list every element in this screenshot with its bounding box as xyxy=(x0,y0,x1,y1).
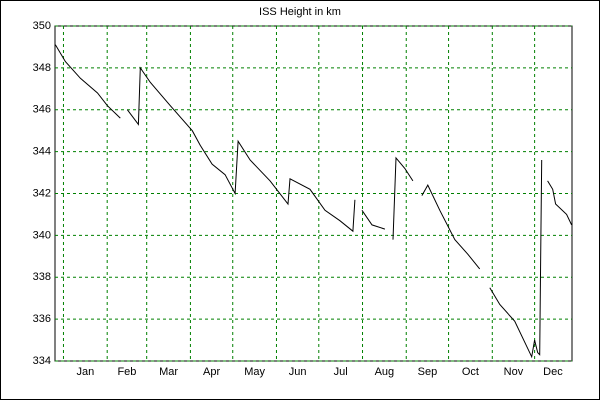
x-tick-label: Jun xyxy=(289,366,307,378)
x-tick-label: Apr xyxy=(203,366,220,378)
y-tick-label: 342 xyxy=(33,187,51,199)
y-tick-label: 334 xyxy=(33,355,51,367)
x-tick-label: Jan xyxy=(76,366,94,378)
y-tick-label: 350 xyxy=(33,20,51,32)
y-tick-label: 346 xyxy=(33,104,51,116)
y-tick-label: 336 xyxy=(33,313,51,325)
y-tick-label: 348 xyxy=(33,62,51,74)
x-tick-label: Feb xyxy=(117,366,136,378)
chart-title: ISS Height in km xyxy=(259,6,341,18)
x-tick-label: Oct xyxy=(462,366,479,378)
x-tick-label: Dec xyxy=(543,366,563,378)
x-tick-label: Sep xyxy=(418,366,438,378)
x-tick-label: Nov xyxy=(504,366,524,378)
x-tick-label: Mar xyxy=(159,366,178,378)
x-tick-label: May xyxy=(244,366,265,378)
y-tick-label: 340 xyxy=(33,229,51,241)
y-tick-label: 338 xyxy=(33,271,51,283)
x-tick-label: Aug xyxy=(375,366,395,378)
data-line xyxy=(54,44,573,359)
y-tick-label: 344 xyxy=(33,146,51,158)
x-tick-label: Jul xyxy=(334,366,348,378)
